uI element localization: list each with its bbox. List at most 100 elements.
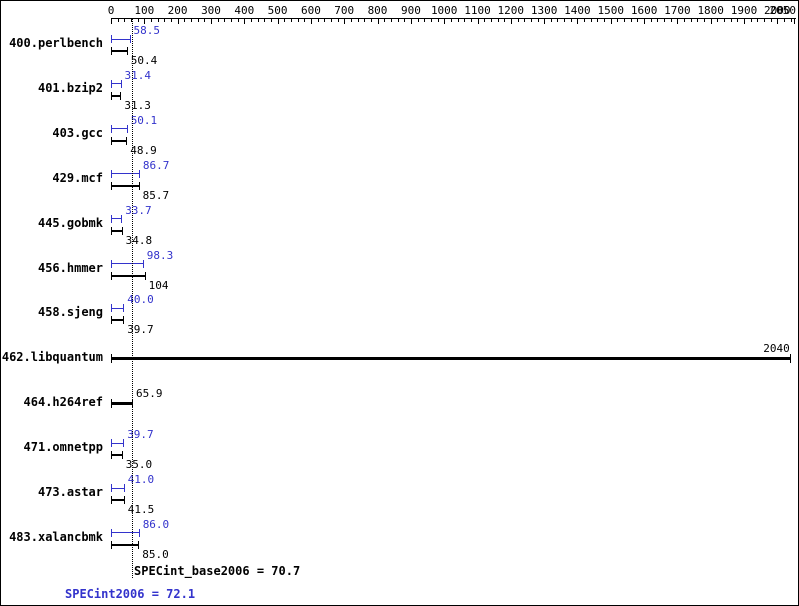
axis-minor-tick xyxy=(517,18,519,22)
axis-minor-tick xyxy=(617,18,619,22)
peak-bar xyxy=(111,38,131,40)
base-bar-endcap xyxy=(111,451,112,460)
peak-bar xyxy=(111,128,128,130)
peak-value-label: 33.7 xyxy=(125,203,152,217)
axis-minor-tick xyxy=(530,18,532,22)
axis-minor-tick xyxy=(730,18,732,22)
peak-value-label: 31.4 xyxy=(124,68,152,82)
base-bar xyxy=(111,94,122,97)
axis-major-tick xyxy=(344,18,346,24)
base-bar-endcap xyxy=(123,496,125,504)
base-bar xyxy=(111,319,125,322)
axis-minor-tick xyxy=(297,18,299,22)
benchmark-label: 462.libquantum xyxy=(1,350,103,365)
base-bar xyxy=(111,454,123,457)
base-value-label: 85.0 xyxy=(142,547,169,561)
base-bar-endcap xyxy=(111,353,112,363)
axis-minor-tick xyxy=(557,18,559,22)
axis-tick-label: 0 xyxy=(107,4,115,17)
axis-minor-tick xyxy=(717,18,719,22)
axis-minor-tick xyxy=(217,18,219,22)
axis-tick-label: 700 xyxy=(334,4,355,17)
axis-minor-tick xyxy=(550,18,552,22)
axis-minor-tick xyxy=(397,18,399,22)
peak-value-label: 40.0 xyxy=(127,293,154,307)
axis-tick-label: 1300 xyxy=(530,4,558,17)
axis-tick-label: 1800 xyxy=(697,4,724,17)
axis-minor-tick xyxy=(171,18,172,22)
axis-tick-label: 1900 xyxy=(730,4,758,17)
base-bar-endcap xyxy=(138,181,140,190)
axis-minor-tick xyxy=(650,18,652,22)
peak-bar-endcap xyxy=(126,124,128,133)
axis-minor-tick xyxy=(724,18,725,22)
base-bar xyxy=(111,356,791,360)
reference-line xyxy=(132,18,133,578)
axis-minor-tick xyxy=(424,18,426,22)
axis-minor-tick xyxy=(737,18,739,22)
axis-minor-tick xyxy=(204,18,206,22)
axis-minor-tick xyxy=(164,18,166,22)
axis-minor-tick xyxy=(784,18,785,22)
base-value-label: 104 xyxy=(148,278,169,292)
base-value-label: 48.9 xyxy=(130,143,157,157)
axis-minor-tick xyxy=(604,18,606,22)
peak-bar-endcap xyxy=(111,35,112,43)
base-bar-endcap xyxy=(111,91,112,100)
axis-minor-tick xyxy=(384,18,386,22)
axis-minor-tick xyxy=(704,18,705,22)
axis-minor-tick xyxy=(657,18,659,22)
benchmark-label: 401.bzip2 xyxy=(37,80,103,95)
axis-major-tick xyxy=(744,18,745,24)
axis-minor-tick xyxy=(630,18,632,22)
benchmark-label: 473.astar xyxy=(37,485,103,499)
axis-tick-label: 1100 xyxy=(464,4,491,17)
base-value-label: 34.8 xyxy=(125,233,153,247)
axis-minor-tick xyxy=(504,18,506,22)
base-bar xyxy=(111,543,140,546)
axis-minor-tick xyxy=(457,18,459,22)
base-bar-endcap xyxy=(111,136,112,145)
axis-major-tick xyxy=(177,18,179,24)
peak-bar-endcap xyxy=(111,124,112,133)
peak-value-label: 39.7 xyxy=(127,428,154,442)
base-bar xyxy=(111,50,128,52)
axis-minor-tick xyxy=(237,18,239,22)
base-value-label: 2040 xyxy=(763,342,790,356)
peak-bar-endcap xyxy=(111,528,112,537)
benchmark-label: 400.perlbench xyxy=(9,36,103,50)
benchmark-label: 464.h264ref xyxy=(23,395,103,410)
benchmark-label: 471.omnetpp xyxy=(23,440,103,455)
axis-minor-tick xyxy=(290,18,292,22)
axis-major-tick xyxy=(710,18,712,24)
axis-minor-tick xyxy=(124,18,126,22)
axis-major-tick xyxy=(610,18,612,24)
axis-tick-label: 1500 xyxy=(597,4,625,17)
axis-major-tick xyxy=(111,18,112,24)
peak-bar-endcap xyxy=(123,304,125,313)
axis-tick-label: 800 xyxy=(367,4,388,17)
peak-bar-endcap xyxy=(111,484,112,492)
base-bar-endcap xyxy=(120,91,122,100)
base-bar xyxy=(111,229,123,232)
peak-bar xyxy=(111,83,122,85)
axis-major-tick xyxy=(677,18,679,24)
axis-minor-tick xyxy=(191,18,192,22)
peak-bar xyxy=(111,442,125,444)
axis-major-tick xyxy=(310,18,312,24)
axis-major-tick xyxy=(544,18,546,24)
peak-bar-endcap xyxy=(142,259,144,268)
axis-minor-tick xyxy=(664,18,666,22)
axis-minor-tick xyxy=(470,18,472,22)
axis-major-tick xyxy=(577,18,579,24)
axis-tick-label: 200 xyxy=(167,4,188,17)
axis-minor-tick xyxy=(497,18,499,22)
peak-bar-endcap xyxy=(129,35,131,43)
axis-minor-tick xyxy=(350,18,352,22)
axis-major-tick xyxy=(377,18,379,24)
axis-minor-tick xyxy=(284,18,286,22)
axis-minor-tick xyxy=(764,18,765,22)
axis-major-tick xyxy=(477,18,479,24)
axis-minor-tick xyxy=(790,18,792,22)
